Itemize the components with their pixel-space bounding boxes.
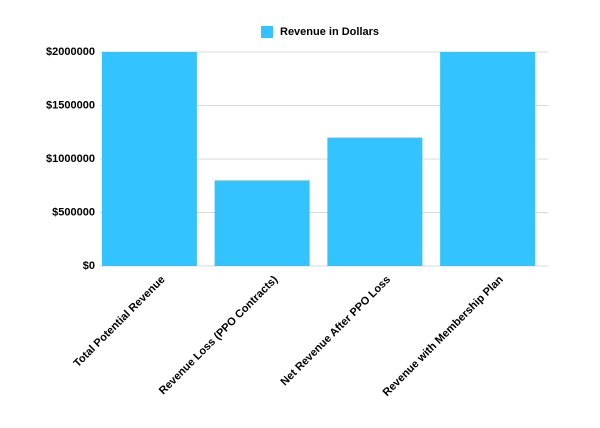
- bar: [327, 137, 423, 266]
- y-tick-label: $0: [83, 260, 95, 272]
- bar: [101, 52, 197, 266]
- x-tick-label: Revenue Loss (PPO Contracts): [157, 273, 281, 397]
- legend-label: Revenue in Dollars: [280, 26, 379, 38]
- y-tick-label: $1000000: [46, 153, 95, 165]
- x-tick-label: Net Revenue After PPO Loss: [279, 274, 394, 389]
- y-tick-label: $500000: [52, 206, 95, 218]
- x-tick-label: Total Potential Revenue: [71, 274, 167, 370]
- y-tick-label: $2000000: [46, 46, 95, 58]
- bar: [440, 52, 536, 266]
- y-tick-label: $1500000: [46, 99, 95, 111]
- x-tick-label: Revenue with Membership Plan: [381, 273, 506, 398]
- legend-swatch: [261, 26, 273, 38]
- bar: [214, 180, 310, 266]
